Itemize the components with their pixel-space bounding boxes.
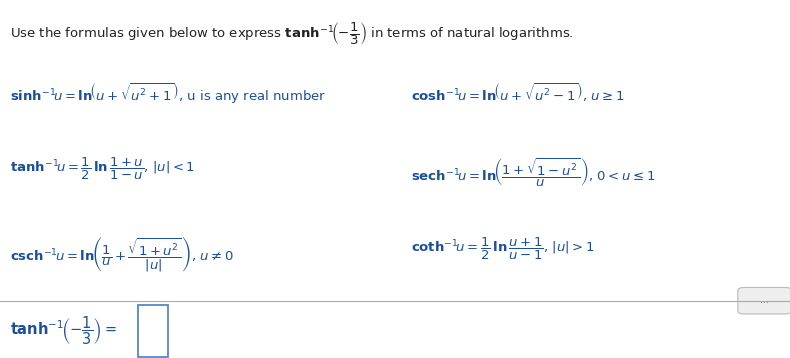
FancyBboxPatch shape (138, 305, 168, 357)
Text: ...: ... (761, 296, 769, 305)
Text: $\mathbf{sinh}^{-1}\!u = \mathbf{ln}\!\left(u + \sqrt{u^{2}+1}\right)$, u is any: $\mathbf{sinh}^{-1}\!u = \mathbf{ln}\!\l… (10, 81, 326, 105)
Text: $\mathbf{coth}^{-1}\!u = \dfrac{1}{2}\,\mathbf{ln}\,\dfrac{u+1}{u-1}$, $|u|>1$: $\mathbf{coth}^{-1}\!u = \dfrac{1}{2}\,\… (411, 236, 595, 262)
Text: $\mathbf{csch}^{-1}\!u = \mathbf{ln}\!\left(\dfrac{1}{u}+\dfrac{\sqrt{1+u^{2}}}{: $\mathbf{csch}^{-1}\!u = \mathbf{ln}\!\l… (10, 236, 235, 274)
Text: $\mathbf{cosh}^{-1}\!u = \mathbf{ln}\!\left(u + \sqrt{u^{2}-1}\right)$, $u\geq 1: $\mathbf{cosh}^{-1}\!u = \mathbf{ln}\!\l… (411, 81, 625, 102)
FancyBboxPatch shape (738, 287, 790, 314)
Text: $\mathbf{sech}^{-1}\!u = \mathbf{ln}\!\left(\dfrac{1+\sqrt{1-u^{2}}}{u}\right)$,: $\mathbf{sech}^{-1}\!u = \mathbf{ln}\!\l… (411, 156, 655, 188)
Text: $\mathbf{tanh}^{-1}\!\left(-\dfrac{1}{3}\right) = $: $\mathbf{tanh}^{-1}\!\left(-\dfrac{1}{3}… (10, 315, 118, 347)
Text: $\mathbf{tanh}^{-1}\!u = \dfrac{1}{2}\,\mathbf{ln}\,\dfrac{1+u}{1-u}$, $|u|<1$: $\mathbf{tanh}^{-1}\!u = \dfrac{1}{2}\,\… (10, 156, 195, 182)
Text: Use the formulas given below to express $\mathbf{tanh}^{-1}\!\left(-\dfrac{1}{3}: Use the formulas given below to express … (10, 20, 574, 47)
